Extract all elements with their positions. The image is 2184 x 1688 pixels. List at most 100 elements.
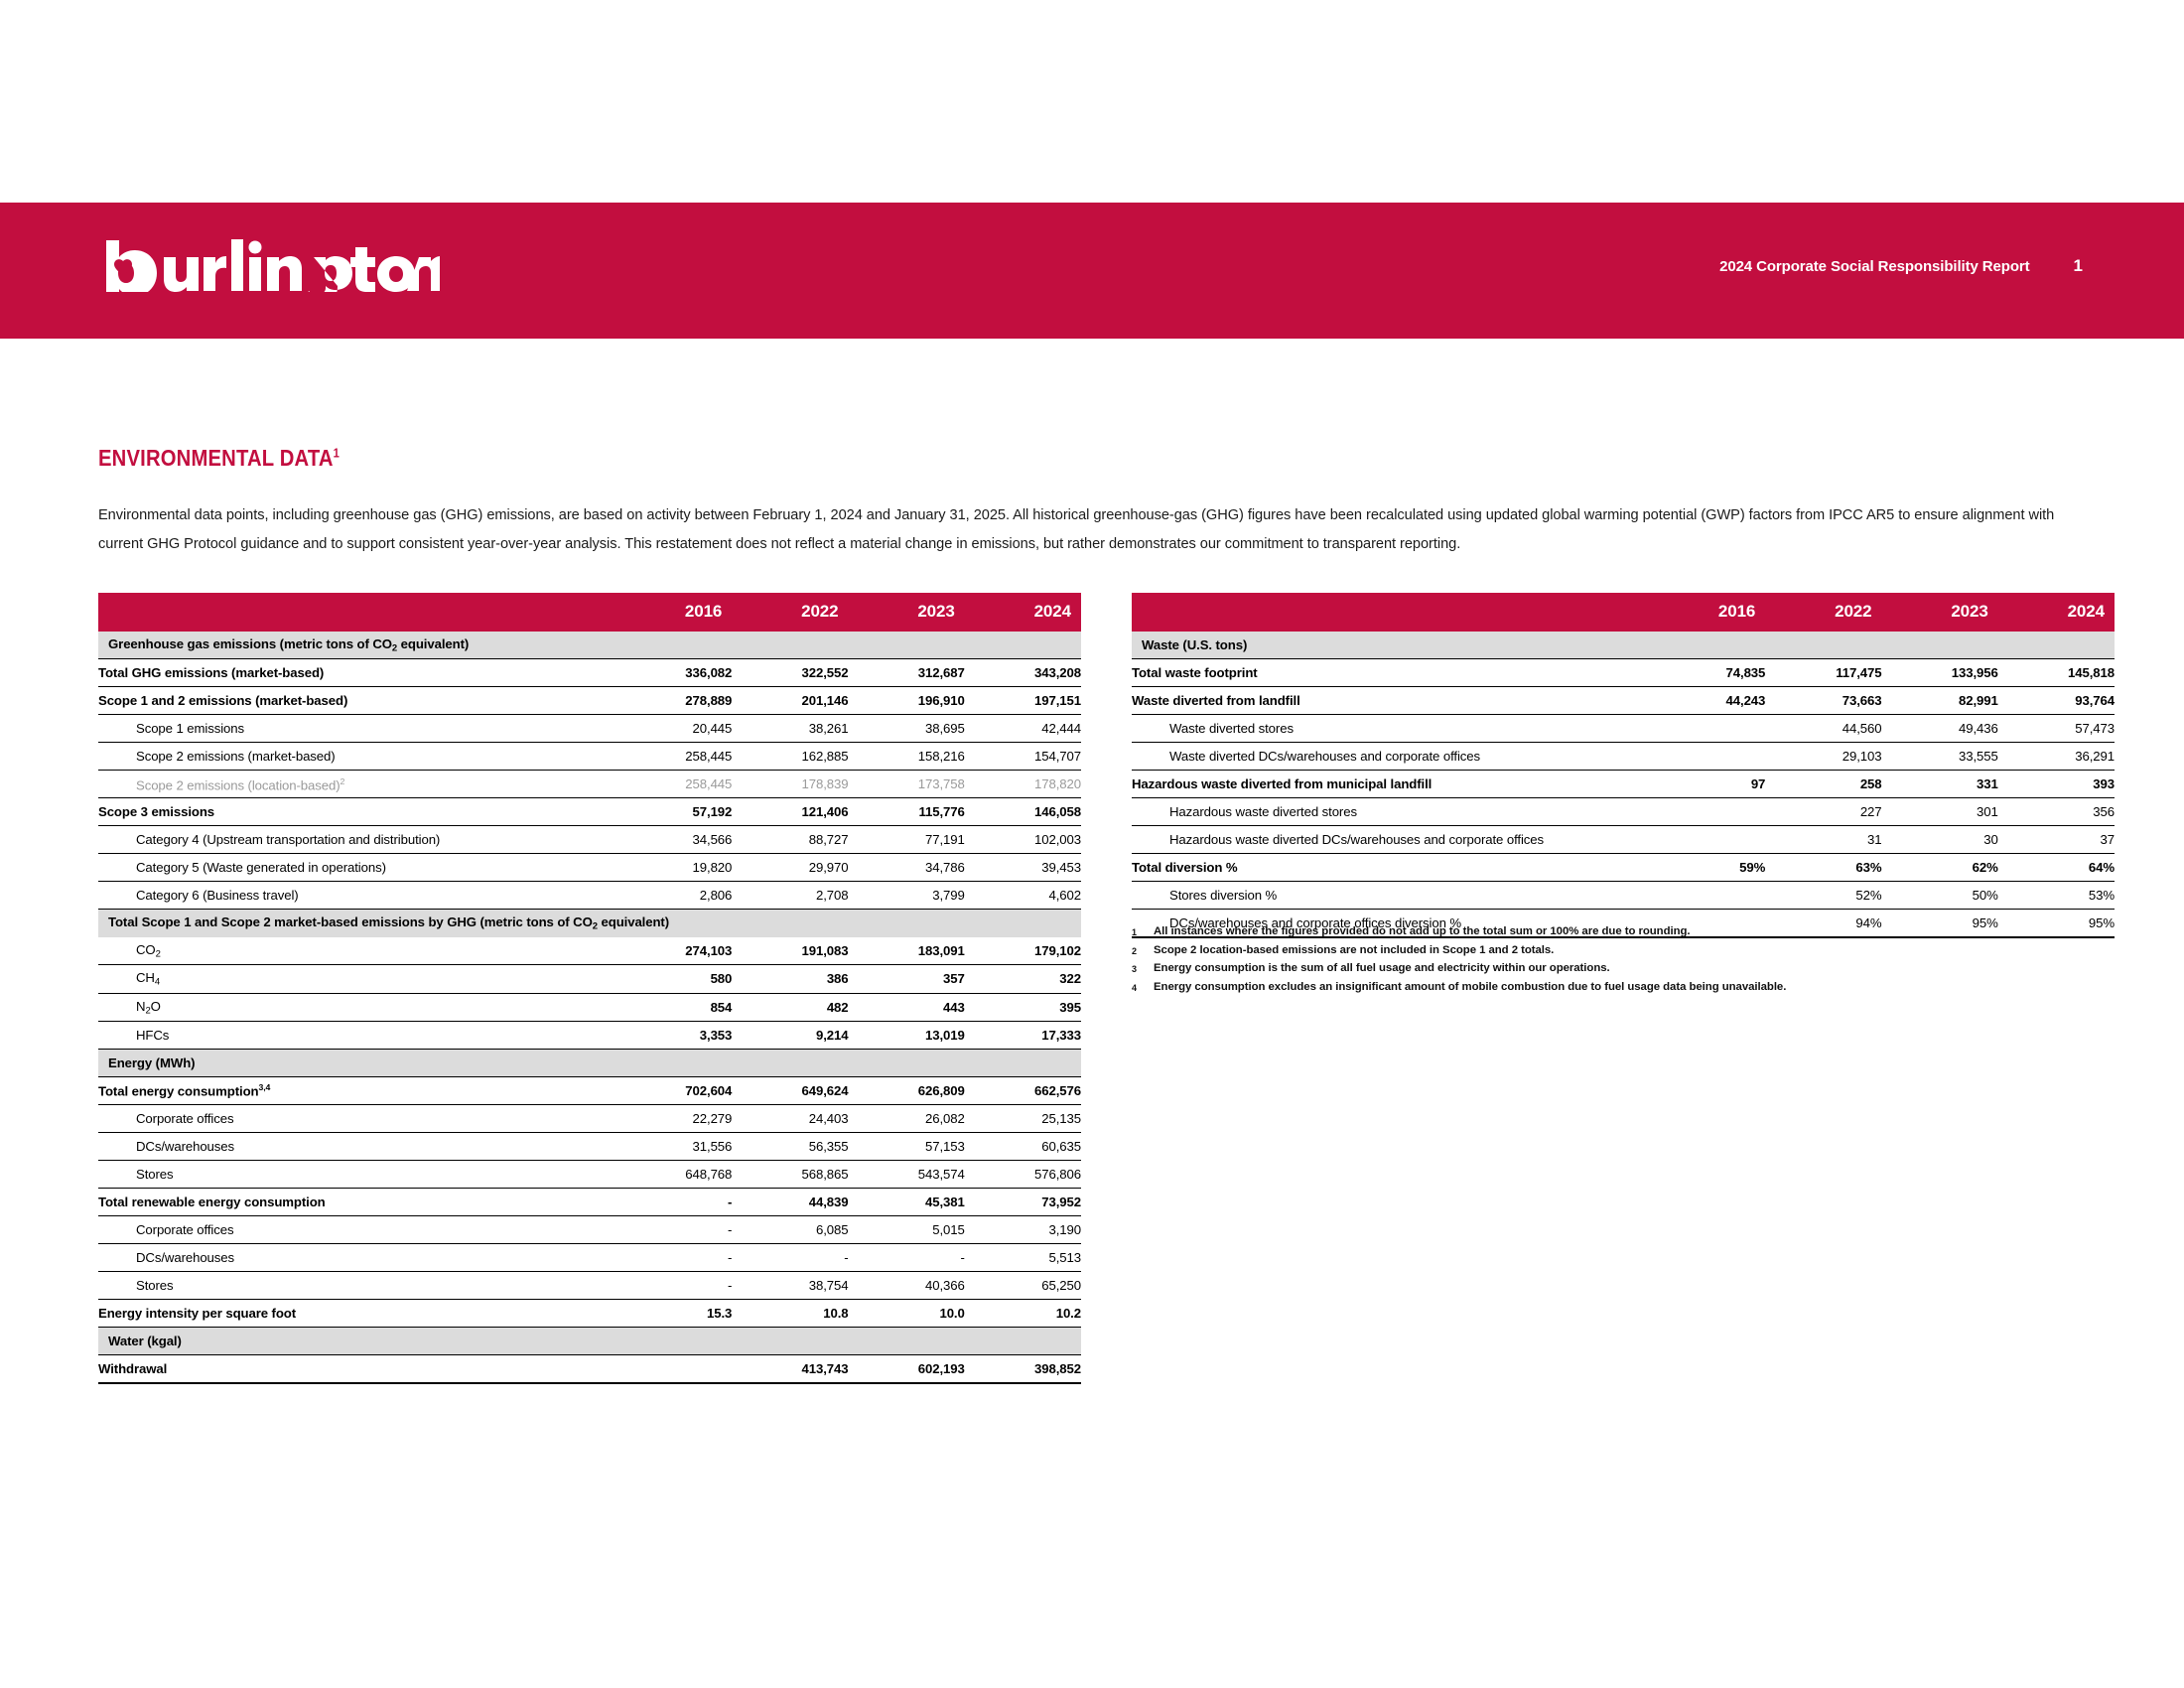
footnote-item: 4 Energy consumption excludes an insignif… xyxy=(1132,979,2025,998)
row-value: 31 xyxy=(1765,825,1882,854)
table-left-header-row: 2016 2022 2023 2024 xyxy=(98,593,1081,632)
row-label: Stores xyxy=(98,1160,616,1189)
row-value: 6,085 xyxy=(732,1215,849,1244)
column-header-2024: 2024 xyxy=(1997,593,2115,632)
row-value: 26,082 xyxy=(848,1104,965,1133)
table-row: Stores -38,754 40,366 65,250 xyxy=(98,1271,1081,1300)
burlington-wordmark-icon xyxy=(106,239,440,292)
column-header-2022: 2022 xyxy=(1765,593,1882,632)
table-row: DCs/warehouses 31,556 56,355 57,153 60,635 xyxy=(98,1132,1081,1161)
row-value: 95% xyxy=(1997,909,2115,938)
row-label: CO2 xyxy=(98,936,616,966)
row-label: Waste diverted from landfill xyxy=(1132,686,1650,715)
row-label: Greenhouse gas emissions (metric tons of… xyxy=(98,632,1081,659)
row-value: 626,809 xyxy=(848,1075,965,1105)
row-value: 33,555 xyxy=(1881,742,1998,771)
row-value: - xyxy=(848,1243,965,1272)
table-row: N2O 854 482 443 395 xyxy=(98,993,1081,1022)
row-value: 258,445 xyxy=(615,742,732,772)
row-value: 38,754 xyxy=(732,1271,849,1300)
row-label: Scope 1 emissions xyxy=(98,714,616,744)
row-value: 196,910 xyxy=(848,686,965,716)
row-value: 37 xyxy=(1997,825,2115,854)
row-value: 322,552 xyxy=(732,658,849,688)
row-value xyxy=(1649,714,1766,743)
row-value: 386 xyxy=(732,964,849,994)
row-value: 17,333 xyxy=(964,1021,1081,1050)
footnote-text: Scope 2 location-based emissions are not… xyxy=(1154,943,1555,956)
table-row: Total renewable energy consumption -44,83… xyxy=(98,1187,1081,1216)
report-title: 2024 Corporate Social Responsibility Rep… xyxy=(1719,258,2030,275)
row-value: 179,102 xyxy=(964,936,1081,966)
table-left-body: Greenhouse gas emissions (metric tons of… xyxy=(98,632,1081,1384)
column-header-2016: 2016 xyxy=(1649,593,1766,632)
row-value: 543,574 xyxy=(848,1160,965,1189)
row-value: 20,445 xyxy=(615,714,732,744)
table-right-header-row: 2016 2022 2023 2024 xyxy=(1132,593,2115,632)
table-row: Waste diverted stores 44,560 49,436 57,473 xyxy=(1132,714,2115,743)
row-value: 31,556 xyxy=(615,1132,732,1161)
row-value: 4,602 xyxy=(964,881,1081,911)
row-value: 60,635 xyxy=(964,1132,1081,1161)
page-title-text: ENVIRONMENTAL DATA xyxy=(98,445,334,471)
row-value: 568,865 xyxy=(732,1160,849,1189)
table-row: Waste diverted from landfill 44,243 73,663… xyxy=(1132,686,2115,715)
row-label: Waste (U.S. tons) xyxy=(1132,632,2115,659)
table-row: Waste diverted DCs/warehouses and corpor… xyxy=(1132,742,2115,771)
row-value: 50% xyxy=(1881,881,1998,910)
row-value: 258 xyxy=(1765,770,1882,798)
row-value: 183,091 xyxy=(848,936,965,966)
row-value: 42,444 xyxy=(964,714,1081,744)
table-row: Waste (U.S. tons) xyxy=(1132,632,2115,659)
row-value: 15.3 xyxy=(615,1298,732,1328)
row-value: 39,453 xyxy=(964,853,1081,883)
row-value: 398,852 xyxy=(964,1353,1081,1384)
row-value: 57,473 xyxy=(1997,714,2115,743)
table-right-header: 2016 2022 2023 2024 xyxy=(1132,593,2115,632)
row-value xyxy=(1649,825,1766,854)
page-title: ENVIRONMENTAL DATA1 xyxy=(98,445,340,472)
row-label: DCs/warehouses and corporate offices div… xyxy=(1132,909,1650,938)
row-label: Hazardous waste diverted stores xyxy=(1132,797,1650,826)
row-value: 38,695 xyxy=(848,714,965,744)
row-label: Total renewable energy consumption xyxy=(98,1187,616,1216)
row-value: 158,216 xyxy=(848,742,965,772)
row-value: - xyxy=(732,1243,849,1272)
table-row: Greenhouse gas emissions (metric tons of… xyxy=(98,632,1081,659)
column-header-label xyxy=(98,593,616,632)
row-value: 53% xyxy=(1997,881,2115,910)
row-value: 322 xyxy=(964,964,1081,994)
row-value xyxy=(615,1353,733,1384)
row-value: 602,193 xyxy=(848,1353,965,1384)
table-row: Total Scope 1 and Scope 2 market-based e… xyxy=(98,909,1081,937)
row-value: 121,406 xyxy=(732,797,849,827)
table-row: Withdrawal 413,743 602,193 398,852 xyxy=(98,1353,1081,1384)
footnote-item: 3 Energy consumption is the sum of all fu… xyxy=(1132,960,2025,979)
row-value: 10.8 xyxy=(732,1298,849,1328)
row-value: 133,956 xyxy=(1881,658,1998,687)
row-value: 44,560 xyxy=(1765,714,1882,743)
row-value: 10.2 xyxy=(964,1298,1081,1328)
row-label: Waste diverted DCs/warehouses and corpor… xyxy=(1132,742,1650,771)
row-value: 36,291 xyxy=(1997,742,2115,771)
row-value: - xyxy=(615,1243,732,1272)
row-value: 702,604 xyxy=(615,1075,732,1105)
row-label: Scope 2 emissions (market-based) xyxy=(98,742,616,772)
row-value: 73,663 xyxy=(1765,686,1882,715)
row-value: 662,576 xyxy=(964,1075,1081,1105)
table-row: Energy intensity per square foot 15.3 10.8… xyxy=(98,1298,1081,1328)
row-value: - xyxy=(615,1271,732,1300)
row-value: 74,835 xyxy=(1649,658,1765,687)
footnote-text: Energy consumption excludes an insignifi… xyxy=(1154,980,1787,993)
footnotes-list: 1 All instances where the figures provide… xyxy=(1132,923,2025,997)
row-value: 201,146 xyxy=(732,686,849,716)
row-value: 2,806 xyxy=(615,881,732,911)
row-value: 154,707 xyxy=(964,742,1081,772)
row-value: 482 xyxy=(732,993,849,1022)
table-row: CH4 580 386 357 322 xyxy=(98,964,1081,994)
table-row: Corporate offices 22,279 24,403 26,082 25,13… xyxy=(98,1104,1081,1133)
footnote-text: All instances where the figures provided… xyxy=(1154,925,1691,937)
row-value: 63% xyxy=(1765,853,1882,882)
row-label: Withdrawal xyxy=(98,1353,616,1384)
row-value: 331 xyxy=(1881,770,1998,798)
